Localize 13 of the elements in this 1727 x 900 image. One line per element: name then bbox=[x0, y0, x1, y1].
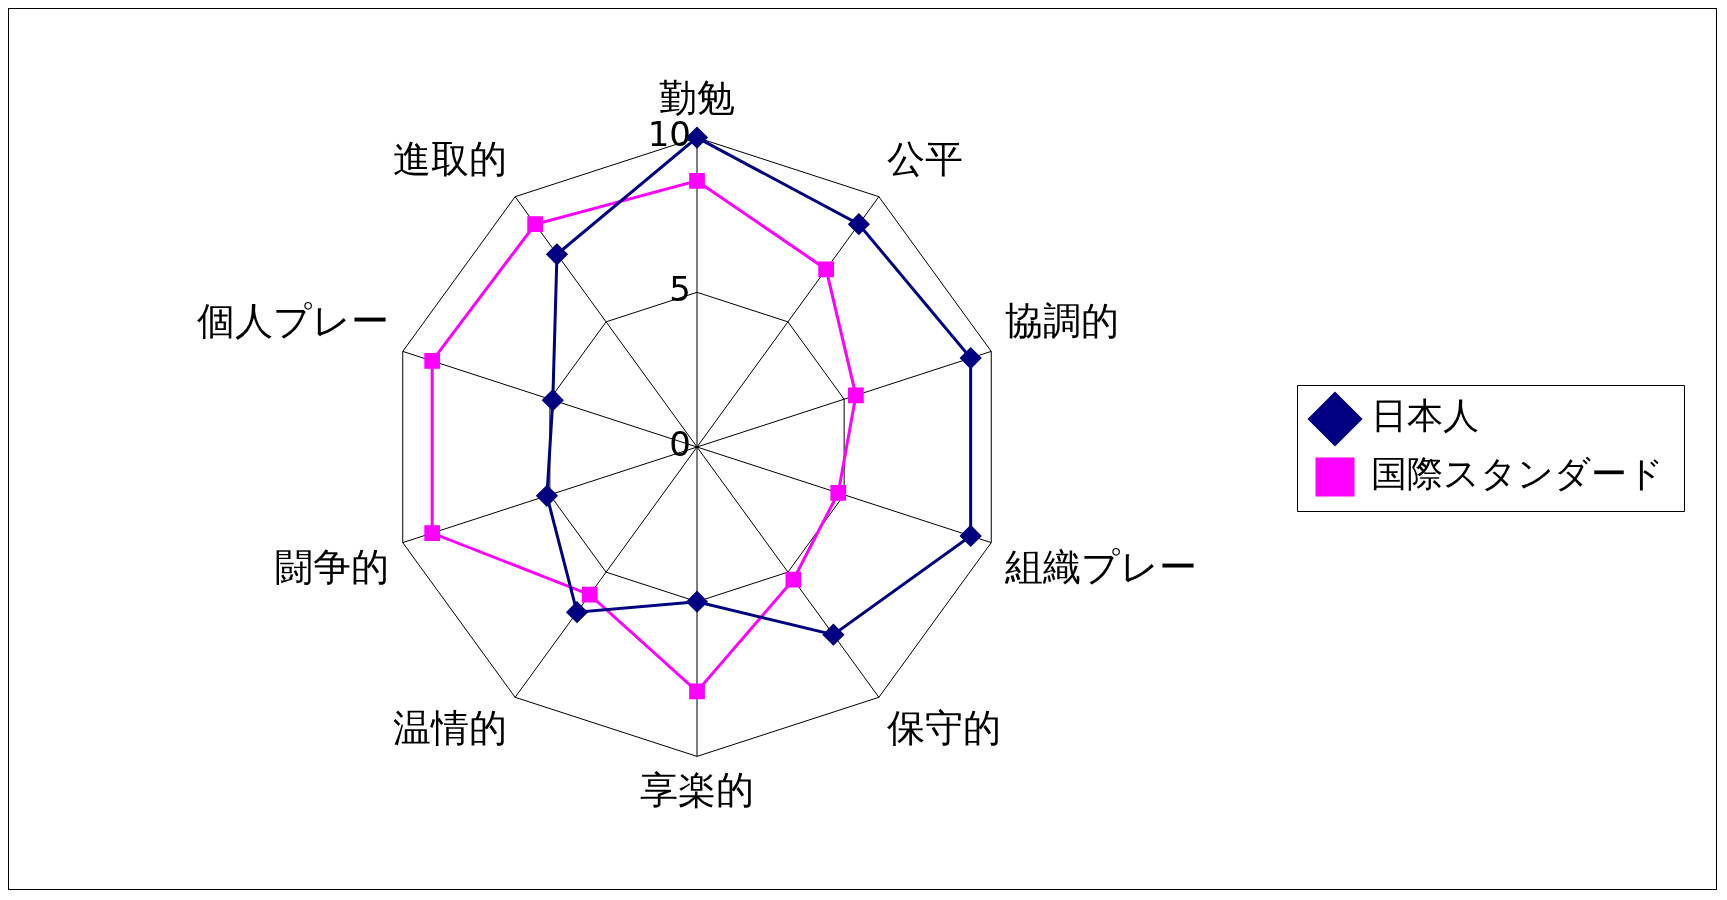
spoke-label: 享楽的 bbox=[640, 768, 754, 813]
spoke-label: 進取的 bbox=[392, 137, 507, 182]
y-tick-label: 5 bbox=[669, 269, 691, 310]
legend-label: 国際スタンダード bbox=[1371, 453, 1664, 495]
spoke-label: 闘争的 bbox=[275, 544, 390, 589]
spoke-label: 温情的 bbox=[392, 706, 507, 751]
spoke-label: 公平 bbox=[887, 137, 964, 182]
spoke-label: 個人プレー bbox=[197, 299, 390, 344]
legend-label: 日本人 bbox=[1371, 395, 1479, 437]
spoke-label: 組織プレー bbox=[1003, 544, 1197, 589]
spoke-label: 勤勉 bbox=[659, 75, 735, 120]
spoke-label: 保守的 bbox=[887, 706, 1002, 751]
spoke-label: 協調的 bbox=[1004, 299, 1119, 344]
